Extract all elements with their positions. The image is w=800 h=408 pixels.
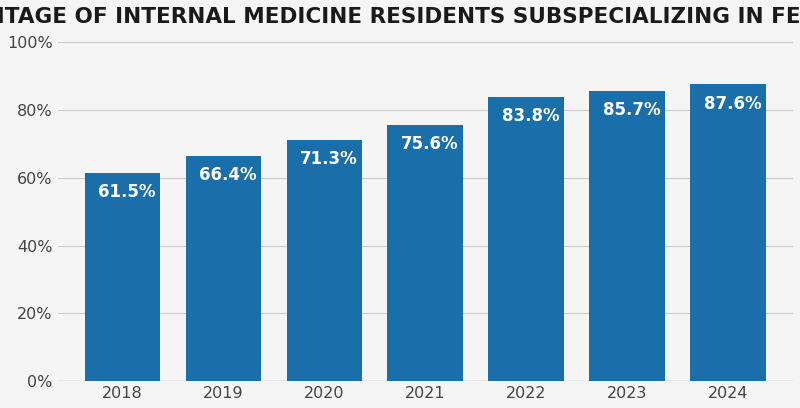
Text: 71.3%: 71.3% — [300, 150, 358, 168]
Bar — [590, 91, 665, 381]
Bar — [690, 84, 766, 381]
Text: 85.7%: 85.7% — [603, 101, 661, 119]
Text: 66.4%: 66.4% — [199, 166, 257, 184]
Bar — [387, 125, 463, 381]
Text: 83.8%: 83.8% — [502, 107, 560, 125]
Text: 61.5%: 61.5% — [98, 183, 156, 201]
Text: 87.6%: 87.6% — [704, 95, 762, 113]
Text: 75.6%: 75.6% — [401, 135, 458, 153]
Bar — [286, 140, 362, 381]
Bar — [186, 156, 262, 381]
Title: PERCENTAGE OF INTERNAL MEDICINE RESIDENTS SUBSPECIALIZING IN FELLOWSHIPS: PERCENTAGE OF INTERNAL MEDICINE RESIDENT… — [0, 7, 800, 27]
Bar — [488, 97, 564, 381]
Bar — [85, 173, 161, 381]
